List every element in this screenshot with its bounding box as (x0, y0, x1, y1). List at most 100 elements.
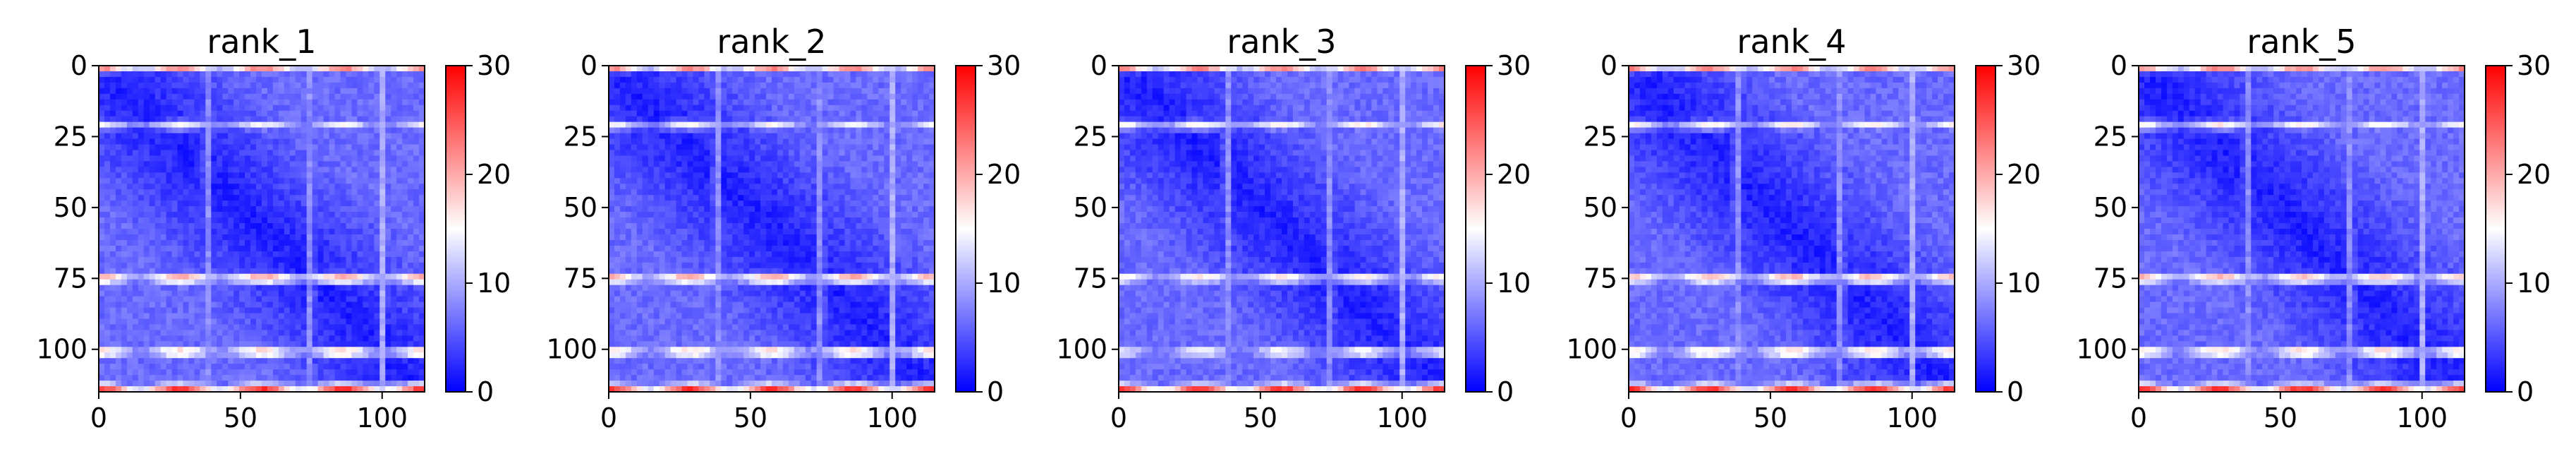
heatmap-cell (307, 139, 313, 145)
heatmap-cell (391, 161, 397, 167)
heatmap-cell (205, 302, 212, 309)
heatmap-cell (346, 122, 352, 129)
heatmap-cell (906, 77, 913, 83)
heatmap-cell (766, 100, 772, 106)
heatmap-cell (817, 100, 823, 106)
heatmap-cell (183, 302, 189, 309)
heatmap-cell (273, 201, 279, 207)
heatmap-cell (783, 150, 789, 156)
heatmap-cell (273, 161, 279, 167)
heatmap-cell (351, 105, 358, 112)
heatmap-cell (99, 128, 105, 134)
heatmap-cell (643, 88, 649, 95)
heatmap-cell (671, 195, 677, 201)
heatmap-cell (867, 105, 873, 112)
heatmap-cell (727, 66, 733, 72)
heatmap-cell (178, 105, 184, 112)
heatmap-cell (357, 116, 363, 123)
heatmap-cell (262, 184, 268, 190)
heatmap-cell (918, 83, 924, 89)
heatmap-cell (133, 111, 139, 117)
heatmap-cell (228, 341, 234, 347)
heatmap-cell (346, 297, 352, 303)
heatmap-cell (873, 155, 879, 162)
heatmap-cell (188, 257, 195, 263)
heatmap-cell (648, 94, 655, 100)
heatmap-cell (660, 184, 666, 190)
heatmap-cell (233, 83, 240, 89)
heatmap-cell (296, 150, 302, 156)
heatmap-cell (351, 352, 358, 359)
heatmap-cell (385, 364, 391, 370)
heatmap-cell (104, 335, 111, 342)
heatmap-cell (290, 257, 296, 263)
heatmap-cell (794, 83, 801, 89)
heatmap-cell (256, 206, 262, 213)
heatmap-cell (166, 324, 173, 330)
heatmap-cell (161, 318, 167, 325)
heatmap-cell (116, 223, 122, 229)
heatmap-cell (379, 364, 386, 370)
heatmap-cell (614, 77, 621, 83)
heatmap-cell (155, 105, 162, 112)
heatmap-cell (99, 184, 105, 190)
heatmap-cell (329, 71, 336, 78)
heatmap-cell (172, 223, 178, 229)
heatmap-cell (676, 105, 683, 112)
heatmap-cell (312, 217, 319, 224)
heatmap-cell (172, 155, 178, 162)
heatmap-cell (205, 195, 212, 201)
heatmap-cell (346, 341, 352, 347)
heatmap-cell (766, 122, 772, 129)
heatmap-cell (127, 364, 133, 370)
heatmap-cell (217, 291, 223, 297)
heatmap-cell (188, 145, 195, 151)
heatmap-cell (391, 375, 397, 381)
heatmap-cell (676, 167, 683, 173)
heatmap-cell (676, 195, 683, 201)
heatmap-cell (609, 155, 615, 162)
heatmap-cell (901, 189, 907, 196)
heatmap-cell (620, 155, 626, 162)
heatmap-cell (789, 111, 795, 117)
heatmap-cell (918, 133, 924, 140)
heatmap-cell (233, 133, 240, 140)
heatmap-cell (161, 201, 167, 207)
heatmap-cell (385, 308, 391, 314)
heatmap-cell (631, 150, 638, 156)
heatmap-cell (256, 150, 262, 156)
heatmap-cell (205, 274, 212, 280)
heatmap-cell (704, 100, 710, 106)
heatmap-cell (133, 105, 139, 112)
heatmap-cell (150, 302, 156, 309)
heatmap-cell (307, 381, 313, 387)
heatmap-cell (884, 189, 890, 196)
heatmap-cell (245, 88, 251, 95)
heatmap-cell (777, 71, 784, 78)
heatmap-cell (402, 223, 408, 229)
heatmap-cell (133, 375, 139, 381)
heatmap-cell (188, 83, 195, 89)
heatmap-cell (178, 375, 184, 381)
heatmap-cell (273, 308, 279, 314)
heatmap-cell (861, 150, 868, 156)
heatmap-cell (363, 308, 369, 314)
heatmap-cell (233, 324, 240, 330)
heatmap-cell (408, 257, 414, 263)
heatmap-cell (262, 167, 268, 173)
heatmap-cell (222, 240, 229, 246)
heatmap-cell (301, 94, 308, 100)
heatmap-cell (155, 139, 162, 145)
heatmap-cell (178, 201, 184, 207)
heatmap-cell (357, 240, 363, 246)
heatmap-cell (806, 105, 812, 112)
heatmap-cell (357, 94, 363, 100)
heatmap-cell (918, 212, 924, 218)
heatmap-cell (811, 94, 818, 100)
heatmap-cell (901, 195, 907, 201)
heatmap-cell (178, 212, 184, 218)
heatmap-cell (357, 128, 363, 134)
heatmap-cell (318, 88, 324, 95)
heatmap-cell (245, 223, 251, 229)
heatmap-cell (138, 155, 145, 162)
